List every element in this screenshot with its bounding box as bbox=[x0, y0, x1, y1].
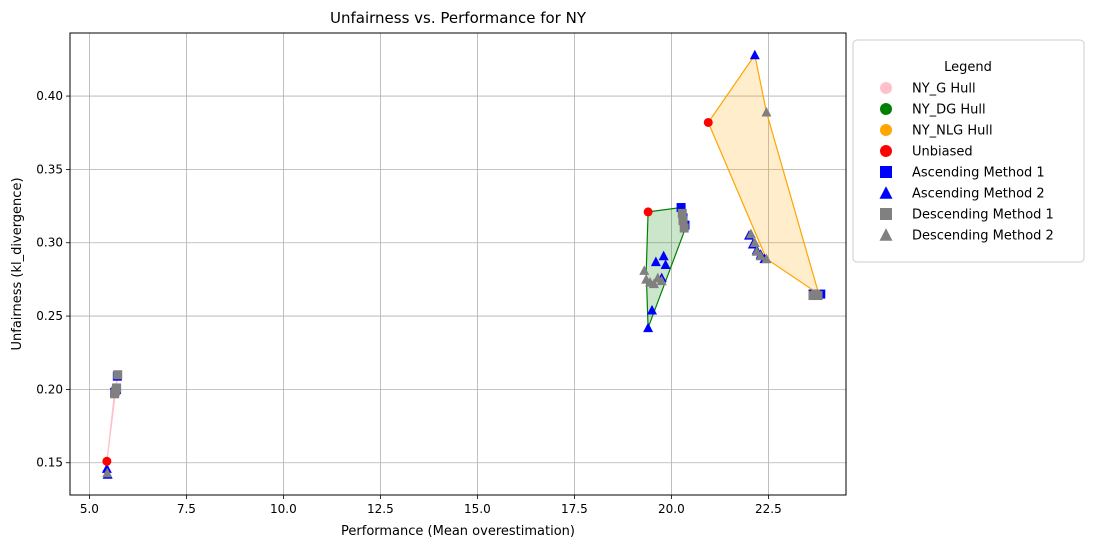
point-descending-method-2 bbox=[639, 265, 650, 275]
point-descending-method-1 bbox=[679, 223, 689, 233]
point-ascending-method-2 bbox=[647, 304, 657, 315]
y-tick-label: 0.40 bbox=[36, 89, 63, 103]
point-ascending-method-2 bbox=[660, 259, 671, 270]
point-descending-method-2 bbox=[755, 250, 766, 261]
legend-label: Ascending Method 2 bbox=[912, 187, 1045, 202]
point-unbiased bbox=[102, 456, 112, 466]
x-tick-label: 12.5 bbox=[367, 502, 394, 516]
point-ascending-method-2 bbox=[101, 463, 112, 473]
y-tick-label: 0.30 bbox=[36, 236, 63, 250]
legend-label: Ascending Method 1 bbox=[912, 166, 1045, 181]
x-tick-label: 15.0 bbox=[464, 502, 491, 516]
point-descending-method-1 bbox=[678, 216, 688, 226]
x-tick-label: 22.5 bbox=[755, 502, 782, 516]
point-ascending-method-2 bbox=[643, 322, 654, 333]
legend-marker bbox=[880, 208, 892, 220]
point-ascending-method-1 bbox=[676, 203, 686, 213]
point-descending-method-1 bbox=[813, 291, 823, 301]
legend-marker bbox=[880, 82, 892, 94]
point-descending-method-2 bbox=[656, 275, 667, 286]
x-tick-label: 20.0 bbox=[658, 502, 685, 516]
x-tick-label: 7.5 bbox=[177, 502, 196, 516]
legend-marker bbox=[879, 228, 893, 241]
markers bbox=[101, 49, 826, 479]
y-tick-label: 0.25 bbox=[36, 309, 63, 323]
point-ascending-method-2 bbox=[749, 49, 760, 60]
point-descending-method-1 bbox=[113, 370, 123, 380]
hull-ny-nlg-hull bbox=[707, 53, 820, 296]
x-tick-label: 17.5 bbox=[561, 502, 588, 516]
grid bbox=[70, 33, 846, 495]
point-descending-method-2 bbox=[102, 467, 113, 478]
point-descending-method-1 bbox=[112, 383, 122, 393]
plot-frame bbox=[69, 32, 847, 496]
y-tick-label: 0.20 bbox=[36, 382, 63, 396]
ticks: 5.0 7.5 10.0 12.5 15.0 17.5 20.0 22.5 0.15 0.20 0.… bbox=[36, 89, 781, 516]
point-ascending-method-2 bbox=[658, 250, 669, 261]
point-unbiased bbox=[643, 207, 653, 217]
legend-label: Descending Method 1 bbox=[912, 208, 1054, 223]
legend-label: NY_G Hull bbox=[912, 82, 976, 97]
point-descending-method-2 bbox=[761, 253, 772, 264]
point-ascending-method-2 bbox=[650, 256, 661, 267]
x-axis-label: Performance (Mean overestimation) bbox=[341, 524, 575, 539]
y-tick-label: 0.15 bbox=[36, 456, 63, 470]
point-descending-method-2 bbox=[761, 106, 772, 117]
legend-title: Legend bbox=[944, 60, 992, 75]
legend: Legend NY_G Hull NY_DG Hull NY_NLG Hull Unb… bbox=[852, 39, 1085, 263]
legend-label: NY_DG Hull bbox=[912, 103, 986, 118]
legend-marker bbox=[880, 103, 892, 115]
legend-label: Unbiased bbox=[912, 145, 973, 160]
point-descending-method-1 bbox=[677, 208, 687, 218]
legend-label: Descending Method 2 bbox=[912, 229, 1054, 244]
x-tick-label: 10.0 bbox=[270, 502, 297, 516]
hulls bbox=[106, 53, 820, 462]
legend-label: NY_NLG Hull bbox=[912, 124, 993, 139]
chart-title: Unfairness vs. Performance for NY bbox=[330, 9, 587, 27]
legend-marker bbox=[879, 186, 893, 199]
point-descending-method-2 bbox=[749, 237, 760, 248]
point-descending-method-2 bbox=[745, 228, 756, 239]
point-descending-method-2 bbox=[648, 278, 659, 289]
legend-box bbox=[852, 39, 1085, 263]
legend-marker bbox=[880, 166, 892, 178]
y-axis-label: Unfairness (kl_divergence) bbox=[10, 177, 25, 350]
x-tick-label: 5.0 bbox=[80, 502, 99, 516]
point-unbiased bbox=[703, 117, 713, 127]
legend-marker bbox=[880, 124, 892, 136]
legend-marker bbox=[880, 145, 892, 157]
y-tick-label: 0.35 bbox=[36, 162, 63, 176]
